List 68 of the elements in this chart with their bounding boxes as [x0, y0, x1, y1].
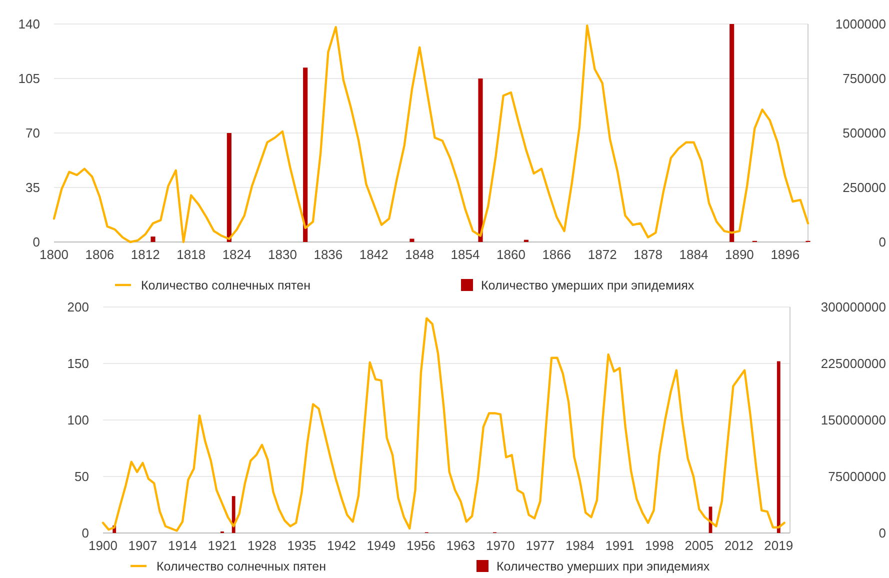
y-tick-label: 70	[26, 126, 40, 141]
bar	[410, 238, 414, 242]
y-tick-label: 105	[18, 71, 40, 86]
x-tick-label: 1991	[605, 538, 634, 553]
y-tick-label: 100	[67, 412, 89, 428]
line-series	[102, 317, 786, 532]
bar	[730, 24, 734, 242]
x-tick-label: 1956	[406, 538, 436, 553]
y2-tick-label: 1000000	[835, 16, 886, 32]
y2-tick-label: 75000000	[828, 469, 886, 484]
x-tick-label: 1921	[208, 538, 237, 553]
x-tick-label: 1860	[496, 247, 526, 262]
x-tick-label: 1824	[222, 247, 252, 262]
x-tick-label: 1963	[446, 538, 476, 553]
y-tick-label: 50	[74, 469, 89, 484]
bar	[478, 78, 483, 242]
x-tick-label: 1830	[268, 247, 297, 262]
x-tick-label: 1998	[644, 538, 674, 553]
x-tick-label: 1866	[542, 247, 572, 262]
y-tick-label: 140	[18, 16, 40, 32]
x-tick-label: 1812	[130, 247, 160, 262]
x-tick-label: 1907	[128, 538, 158, 553]
x-tick-label: 1914	[168, 538, 197, 553]
y-tick-label: 0	[32, 234, 40, 250]
x-tick-label: 1836	[314, 247, 343, 262]
x-tick-label: 1900	[88, 538, 118, 553]
y-tick-label: 150	[67, 356, 89, 372]
x-tick-label: 1984	[565, 538, 594, 553]
x-tick-label: 1896	[770, 247, 800, 262]
x-tick-label: 2012	[724, 538, 754, 553]
bar	[776, 361, 780, 533]
y-tick-label: 0	[82, 526, 89, 541]
x-tick-label: 1890	[724, 247, 754, 262]
legend-label: Количество умерших при эпидемиях	[496, 559, 710, 574]
y2-tick-label: 500000	[842, 126, 886, 141]
legend-label: Количество умерших при эпидемиях	[481, 278, 695, 292]
y2-tick-label: 225000000	[820, 356, 886, 372]
x-tick-label: 1935	[287, 538, 316, 553]
y2-tick-label: 0	[878, 234, 886, 250]
x-tick-label: 2005	[684, 538, 714, 553]
y-tick-label: 35	[26, 180, 40, 196]
legend-label: Количество солнечных пятен	[141, 278, 311, 292]
x-tick-label: 2019	[764, 538, 794, 553]
x-tick-label: 1977	[526, 538, 555, 553]
y2-tick-label: 150000000	[820, 412, 886, 428]
x-tick-label: 1800	[40, 247, 68, 262]
x-tick-label: 1818	[176, 247, 206, 262]
x-tick-label: 1878	[634, 247, 663, 262]
y-tick-label: 200	[67, 300, 89, 315]
y2-tick-label: 0	[878, 526, 886, 541]
x-tick-label: 1854	[450, 247, 480, 262]
y2-tick-label: 250000	[842, 180, 886, 196]
x-tick-label: 1970	[486, 538, 515, 553]
x-tick-label: 1806	[85, 247, 114, 262]
x-tick-label: 1884	[679, 247, 708, 262]
x-tick-label: 1848	[405, 247, 434, 262]
bar	[226, 133, 232, 242]
x-tick-label: 1949	[366, 538, 396, 553]
legend-label: Количество солнечных пятен	[156, 559, 326, 574]
line-series	[52, 24, 810, 244]
y2-tick-label: 750000	[842, 71, 886, 86]
x-tick-label: 1942	[327, 538, 356, 553]
y2-tick-label: 300000000	[820, 300, 886, 315]
x-tick-label: 1928	[248, 538, 276, 553]
bar	[303, 68, 308, 242]
bar	[150, 236, 156, 242]
x-tick-label: 1872	[588, 247, 617, 262]
x-tick-label: 1842	[359, 247, 388, 262]
